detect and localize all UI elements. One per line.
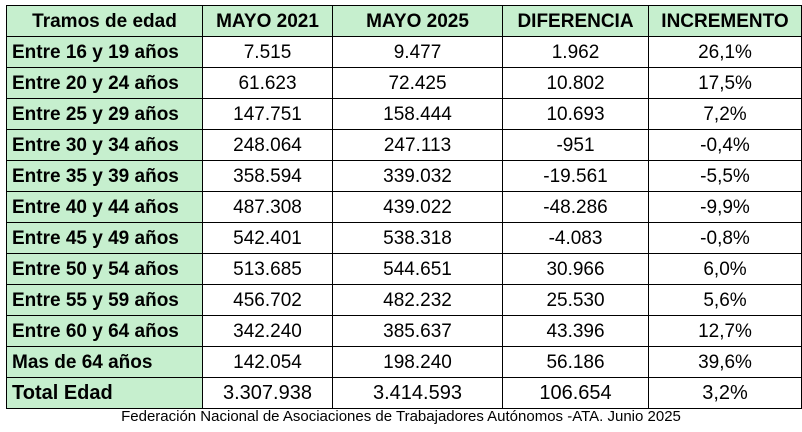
difference-cell: 25.530	[502, 284, 649, 316]
may-2021-cell: 456.702	[202, 284, 333, 316]
increase-cell: 7,2%	[648, 98, 802, 130]
table-row: Entre 60 y 64 años 342.240 385.637 43.396 12…	[6, 315, 802, 347]
increase-cell: 39,6%	[648, 346, 802, 378]
difference-cell: 106.654	[502, 377, 649, 409]
increase-cell: -0,8%	[648, 222, 802, 254]
age-range-cell: Entre 45 y 49 años	[6, 222, 203, 254]
may-2021-cell: 7.515	[202, 36, 333, 68]
age-range-cell: Entre 60 y 64 años	[6, 315, 203, 347]
age-range-cell: Entre 55 y 59 años	[6, 284, 203, 316]
increase-cell: 26,1%	[648, 36, 802, 68]
may-2025-cell: 72.425	[332, 67, 503, 99]
table-row: Mas de 64 años 142.054 198.240 56.186 39,6%	[6, 346, 802, 378]
difference-cell: 10.802	[502, 67, 649, 99]
increase-cell: -0,4%	[648, 129, 802, 161]
increase-cell: 6,0%	[648, 253, 802, 285]
may-2021-cell: 542.401	[202, 222, 333, 254]
difference-cell: -48.286	[502, 191, 649, 223]
difference-cell: 43.396	[502, 315, 649, 347]
data-table: Tramos de edad MAYO 2021 MAYO 2025 DIFER…	[6, 5, 802, 409]
may-2025-cell: 385.637	[332, 315, 503, 347]
difference-cell: 30.966	[502, 253, 649, 285]
may-2021-cell: 3.307.938	[202, 377, 333, 409]
may-2025-cell: 3.414.593	[332, 377, 503, 409]
header-cell-increase: INCREMENTO	[648, 5, 802, 37]
table-row: Entre 40 y 44 años 487.308 439.022 -48.286-…	[6, 191, 802, 223]
table-row: Entre 50 y 54 años 513.685 544.651 30.966 6,…	[6, 253, 802, 285]
increase-cell: 12,7%	[648, 315, 802, 347]
age-range-cell: Entre 50 y 54 años	[6, 253, 203, 285]
age-range-cell: Entre 40 y 44 años	[6, 191, 203, 223]
age-range-cell: Entre 16 y 19 años	[6, 36, 203, 68]
source-caption: Federación Nacional de Asociaciones de T…	[121, 408, 681, 425]
age-range-cell: Total Edad	[6, 377, 203, 409]
total-row: Total Edad 3.307.938 3.414.593 106.654 3,2%	[6, 377, 802, 409]
may-2021-cell: 342.240	[202, 315, 333, 347]
may-2025-cell: 247.113	[332, 129, 503, 161]
difference-cell: -4.083	[502, 222, 649, 254]
table-row: Entre 45 y 49 años 542.401 538.318 -4.083 -0…	[6, 222, 802, 254]
may-2021-cell: 147.751	[202, 98, 333, 130]
may-2021-cell: 248.064	[202, 129, 333, 161]
increase-cell: 5,6%	[648, 284, 802, 316]
may-2025-cell: 538.318	[332, 222, 503, 254]
table-body: Entre 16 y 19 años 7.515 9.477 1.962 26,1% En…	[6, 36, 802, 409]
table-row: Entre 16 y 19 años 7.515 9.477 1.962 26,1%	[6, 36, 802, 68]
difference-cell: 10.693	[502, 98, 649, 130]
difference-cell: 56.186	[502, 346, 649, 378]
increase-cell: 17,5%	[648, 67, 802, 99]
difference-cell: -951	[502, 129, 649, 161]
increase-cell: -9,9%	[648, 191, 802, 223]
table-row: Entre 20 y 24 años 61.623 72.425 10.802 17,5…	[6, 67, 802, 99]
may-2021-cell: 487.308	[202, 191, 333, 223]
table-row: Entre 25 y 29 años 147.751 158.444 10.693 7,…	[6, 98, 802, 130]
header-cell-may-2025: MAYO 2025	[332, 5, 503, 37]
difference-cell: 1.962	[502, 36, 649, 68]
age-range-cell: Entre 35 y 39 años	[6, 160, 203, 192]
age-range-cell: Mas de 64 años	[6, 346, 203, 378]
may-2025-cell: 198.240	[332, 346, 503, 378]
may-2025-cell: 158.444	[332, 98, 503, 130]
age-range-cell: Entre 20 y 24 años	[6, 67, 203, 99]
age-range-cell: Entre 25 y 29 años	[6, 98, 203, 130]
table-row: Entre 30 y 34 años 248.064 247.113 -951 -0,4…	[6, 129, 802, 161]
may-2025-cell: 439.022	[332, 191, 503, 223]
may-2021-cell: 513.685	[202, 253, 333, 285]
header-row: Tramos de edad MAYO 2021 MAYO 2025 DIFER…	[6, 5, 802, 37]
header-cell-age-range: Tramos de edad	[6, 5, 203, 37]
table-row: Entre 35 y 39 años 358.594 339.032 -19.561-…	[6, 160, 802, 192]
age-range-cell: Entre 30 y 34 años	[6, 129, 203, 161]
table-header: Tramos de edad MAYO 2021 MAYO 2025 DIFER…	[6, 5, 802, 37]
may-2021-cell: 61.623	[202, 67, 333, 99]
may-2021-cell: 358.594	[202, 160, 333, 192]
may-2025-cell: 339.032	[332, 160, 503, 192]
header-cell-difference: DIFERENCIA	[502, 5, 649, 37]
difference-cell: -19.561	[502, 160, 649, 192]
header-cell-may-2021: MAYO 2021	[202, 5, 333, 37]
may-2025-cell: 9.477	[332, 36, 503, 68]
table-row: Entre 55 y 59 años 456.702 482.232 25.530 5,…	[6, 284, 802, 316]
may-2025-cell: 482.232	[332, 284, 503, 316]
may-2025-cell: 544.651	[332, 253, 503, 285]
increase-cell: 3,2%	[648, 377, 802, 409]
increase-cell: -5,5%	[648, 160, 802, 192]
may-2021-cell: 142.054	[202, 346, 333, 378]
